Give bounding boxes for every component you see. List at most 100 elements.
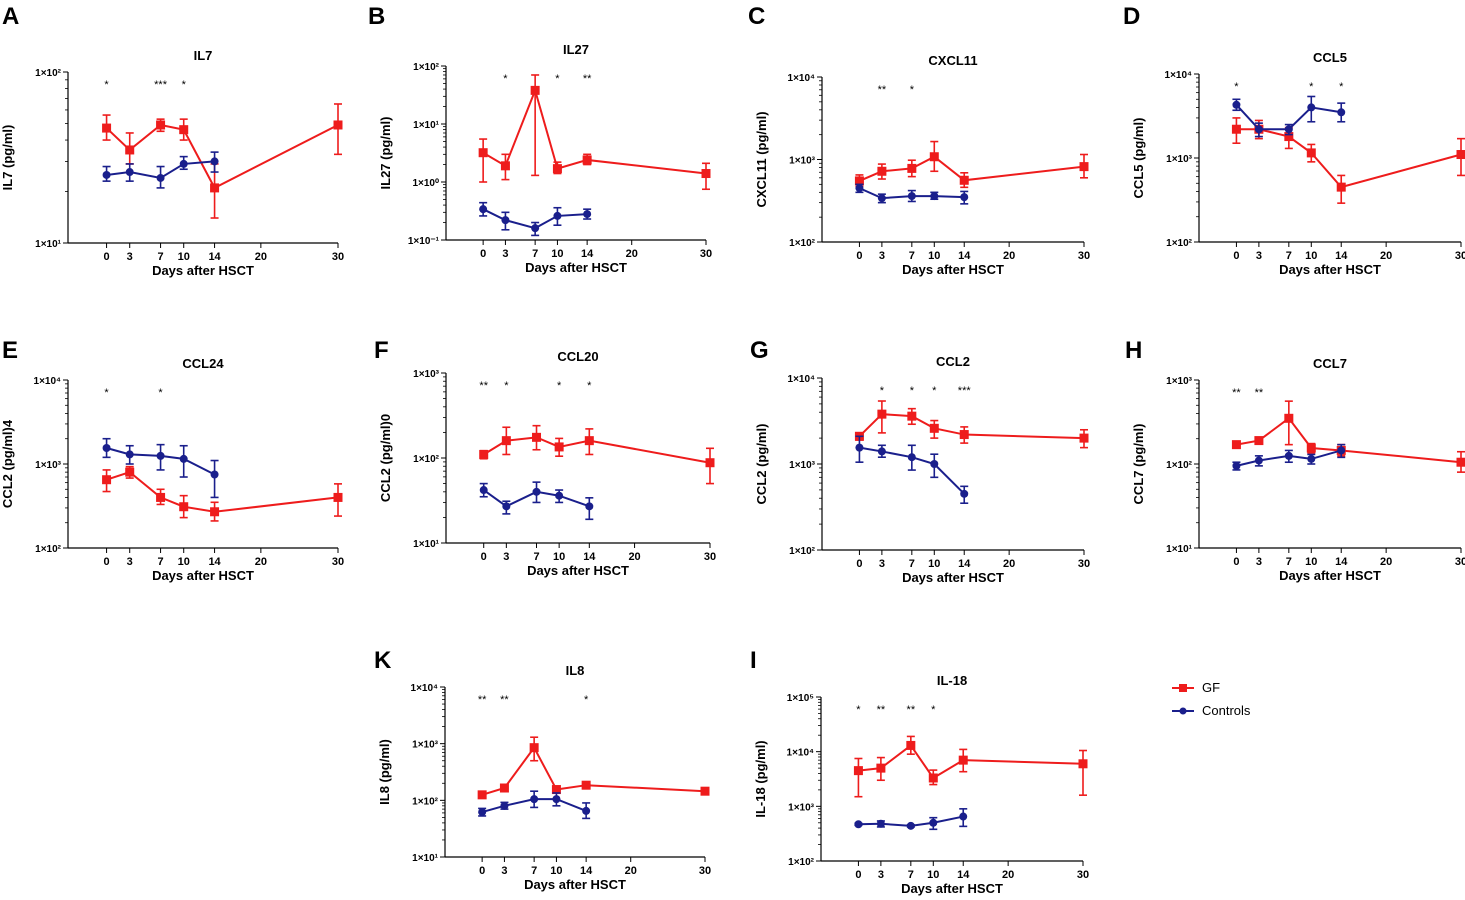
series-line-gf: [481, 745, 706, 796]
x-tick-label-b: 10: [551, 248, 563, 260]
data-point-controls: [929, 818, 938, 827]
x-tick-label-f: 10: [553, 551, 565, 563]
x-tick-label-f: 20: [628, 551, 640, 563]
data-point-gf: [1231, 440, 1241, 450]
data-point-gf: [1284, 413, 1294, 423]
x-axis-label-f: Days after HSCT: [527, 563, 629, 578]
data-point-controls: [854, 820, 863, 829]
series-gf-k: [477, 736, 710, 800]
y-tick-label-i: 1×10⁴: [787, 748, 815, 759]
x-tick-label-k: 30: [699, 865, 711, 877]
significance-marker-h: **: [1255, 387, 1264, 399]
data-point-gf: [501, 436, 511, 446]
data-point-gf: [478, 148, 488, 158]
series-controls-g: [855, 435, 969, 505]
data-point-controls: [930, 192, 939, 201]
x-tick-label-f: 7: [533, 551, 539, 563]
data-point-gf: [156, 492, 166, 502]
x-tick-label-a: 0: [104, 251, 110, 263]
data-point-controls: [907, 192, 916, 201]
x-tick-label-g: 30: [1078, 558, 1090, 570]
y-axis-label-g: CCL2 (pg/ml): [754, 424, 769, 505]
y-axis-label-c: CXCL11 (pg/ml): [754, 111, 769, 207]
x-tick-label-d: 10: [1305, 250, 1317, 262]
x-tick-label-d: 20: [1380, 250, 1392, 262]
panel-f: F CCL20 1×10¹ 1×10² 1×10³ 0 3 7 10 14 20 30 Days aft…: [374, 337, 716, 578]
data-point-controls: [1307, 454, 1316, 463]
series-controls-e: [102, 437, 219, 499]
panel-a: A IL7 1×10¹ 1×10² 0 3 7 10 14 20 30 Days after HSCT…: [0, 3, 344, 278]
data-point-gf: [333, 120, 343, 130]
data-point-gf: [1078, 759, 1088, 769]
x-tick-label-e: 30: [332, 556, 344, 568]
y-axis-label-k: IL8 (pg/ml): [377, 739, 392, 805]
data-point-gf: [102, 475, 112, 485]
y-tick-label-e: 1×10²: [35, 544, 62, 555]
data-point-gf: [854, 176, 864, 186]
data-point-controls: [1337, 446, 1346, 455]
series-line-gf: [482, 87, 707, 175]
x-tick-label-f: 30: [704, 551, 716, 563]
data-point-gf: [1231, 124, 1241, 134]
data-point-gf: [102, 123, 112, 133]
panel-h: H CCL7 1×10¹ 1×10² 1×10³ 0 3 7 10 14 20 30 Days afte…: [1125, 337, 1465, 583]
significance-marker-b: **: [583, 73, 592, 85]
x-tick-label-k: 20: [625, 865, 637, 877]
y-tick-label-b: 1×10⁰: [412, 178, 439, 189]
x-tick-label-i: 0: [855, 869, 861, 881]
data-point-gf: [125, 467, 135, 477]
panel-title-i: IL-18: [937, 673, 967, 688]
data-point-controls: [102, 444, 111, 453]
significance-marker-i: *: [856, 704, 861, 716]
series-line-gf: [106, 471, 339, 513]
y-tick-label-d: 1×10³: [1166, 154, 1193, 165]
significance-marker-e: *: [104, 387, 109, 399]
panel-letter-e: E: [2, 337, 18, 364]
data-point-gf: [530, 85, 540, 95]
x-tick-label-h: 0: [1233, 556, 1239, 568]
y-tick-label-i: 1×10³: [788, 802, 815, 813]
legend: GF Controls: [1172, 680, 1251, 718]
significance-marker-k: **: [478, 694, 487, 706]
x-tick-label-a: 14: [208, 251, 221, 263]
x-tick-label-b: 20: [626, 248, 638, 260]
data-point-controls: [1232, 461, 1241, 470]
x-tick-label-i: 14: [957, 869, 970, 881]
data-point-controls: [960, 489, 969, 498]
significance-marker-d: *: [1339, 81, 1344, 93]
data-point-gf: [1254, 436, 1264, 446]
significance-marker-d: *: [1234, 81, 1239, 93]
data-point-gf: [1456, 457, 1465, 467]
data-point-gf: [179, 125, 189, 135]
panel-title-a: IL7: [194, 48, 213, 63]
series-line-gf: [483, 436, 711, 464]
data-point-controls: [156, 173, 165, 182]
significance-marker-g: *: [932, 385, 937, 397]
series-gf-d: [1231, 117, 1465, 204]
panel-title-k: IL8: [566, 663, 585, 678]
x-tick-label-i: 10: [927, 869, 939, 881]
data-point-gf: [552, 164, 562, 174]
x-tick-label-g: 14: [958, 558, 971, 570]
x-tick-label-e: 0: [104, 556, 110, 568]
x-axis-label-i: Days after HSCT: [901, 881, 1003, 896]
x-tick-label-b: 3: [502, 248, 508, 260]
x-tick-label-b: 30: [700, 248, 712, 260]
data-point-gf: [959, 430, 969, 440]
y-tick-label-c: 1×10²: [789, 238, 816, 249]
panel-i: I IL-18 1×10² 1×10³ 1×10⁴ 1×10⁵ 0 3 7 10 14 20 30 Day…: [750, 647, 1089, 896]
x-tick-label-c: 0: [856, 250, 862, 262]
y-axis-label-d: CCL5 (pg/ml): [1131, 118, 1146, 199]
data-point-gf: [1284, 132, 1294, 142]
y-tick-label-f: 1×10²: [413, 454, 440, 465]
x-axis-label-h: Days after HSCT: [1279, 568, 1381, 583]
data-point-gf: [499, 783, 509, 793]
x-tick-label-g: 10: [928, 558, 940, 570]
significance-marker-b: *: [555, 73, 560, 85]
y-tick-label-i: 1×10⁵: [787, 693, 815, 704]
data-point-gf: [1336, 182, 1346, 192]
data-point-controls: [585, 502, 594, 511]
y-tick-label-a: 1×10¹: [35, 239, 62, 250]
data-point-controls: [179, 454, 188, 463]
